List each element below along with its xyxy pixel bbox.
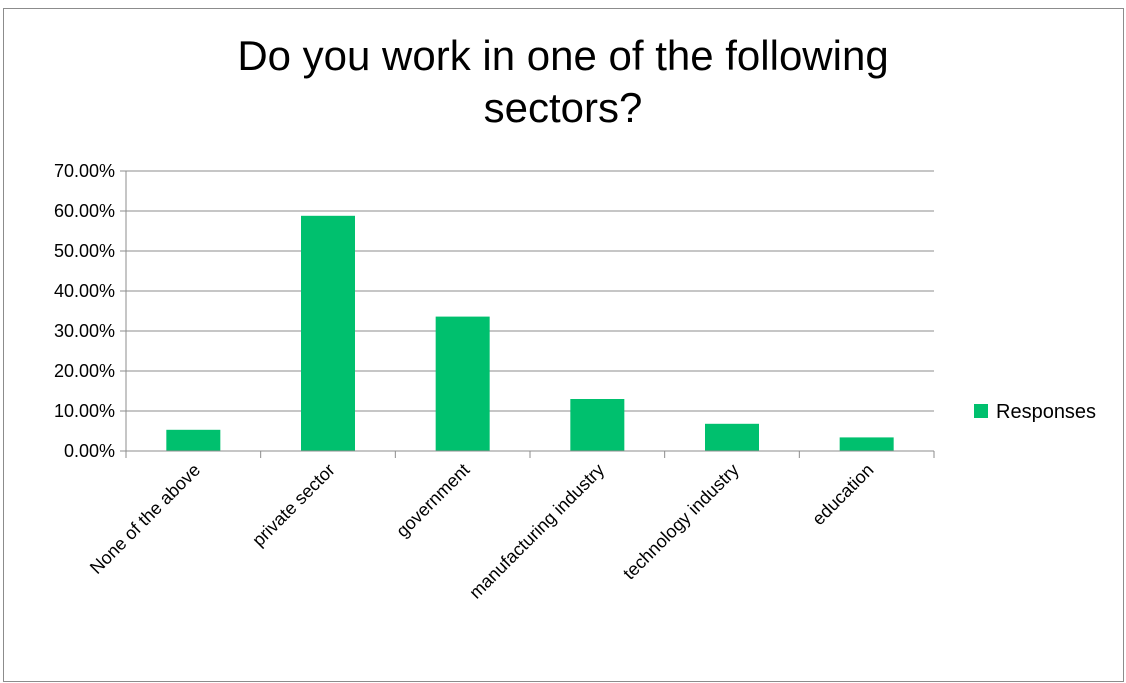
x-tick-label: education — [808, 460, 877, 529]
y-tick-label: 10.00% — [54, 401, 115, 421]
bar — [839, 437, 894, 451]
y-tick-label: 70.00% — [54, 161, 115, 181]
y-tick-label: 60.00% — [54, 201, 115, 221]
chart-title-line-2: sectors? — [483, 84, 643, 131]
bar — [435, 316, 490, 451]
y-tick-label: 0.00% — [64, 441, 115, 461]
chart-title-line-1: Do you work in one of the following — [237, 32, 889, 79]
chart-frame — [3, 8, 1124, 682]
x-tick-label: None of the above — [86, 460, 204, 578]
bar — [301, 215, 355, 451]
x-tick-label: technology industry — [619, 460, 743, 584]
y-tick-label: 40.00% — [54, 281, 115, 301]
bar — [705, 423, 759, 451]
x-tick-label: private sector — [248, 460, 339, 551]
y-tick-label: 50.00% — [54, 241, 115, 261]
x-tick-label: government — [392, 460, 473, 541]
bar — [570, 399, 625, 451]
chart-title: Do you work in one of the following sect… — [0, 30, 1126, 134]
y-tick-label: 30.00% — [54, 321, 115, 341]
bar — [166, 429, 221, 451]
legend-swatch — [974, 404, 988, 418]
x-tick-label: manufacturing industry — [465, 460, 608, 603]
legend-label: Responses — [996, 401, 1096, 423]
y-tick-label: 20.00% — [54, 361, 115, 381]
